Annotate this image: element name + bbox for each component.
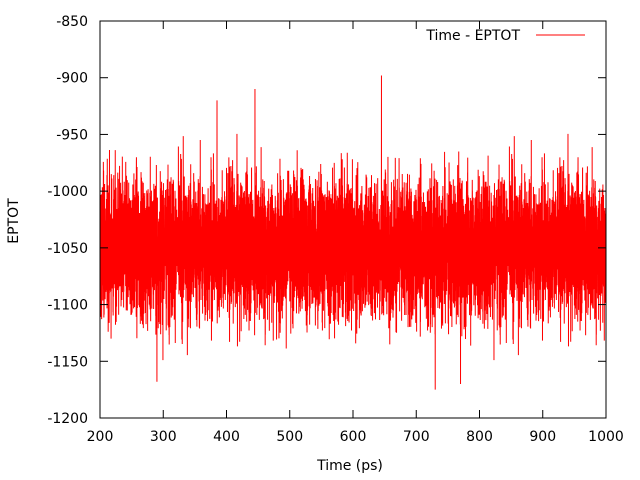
legend-label: Time - EPTOT bbox=[425, 28, 520, 44]
y-tick-label: -1150 bbox=[47, 354, 88, 370]
x-tick-label: 600 bbox=[340, 429, 367, 445]
y-tick-label: -950 bbox=[56, 127, 88, 143]
legend: Time - EPTOT bbox=[425, 28, 585, 44]
y-tick-label: -1050 bbox=[47, 241, 88, 257]
y-tick-label: -900 bbox=[56, 71, 88, 87]
y-axis-label: EPTOT bbox=[6, 198, 22, 244]
x-axis-label: Time (ps) bbox=[316, 458, 383, 474]
x-tick-label: 900 bbox=[529, 429, 556, 445]
x-tick-label: 500 bbox=[276, 429, 303, 445]
x-tick-label: 200 bbox=[87, 429, 114, 445]
ticks-layer: 200 300 400 500 600 700 800 900 1000 -850 -900 -950… bbox=[47, 14, 624, 445]
y-tick-label: -1100 bbox=[47, 298, 88, 314]
data-layer bbox=[99, 75, 607, 390]
x-tick-label: 1000 bbox=[588, 429, 624, 445]
x-tick-label: 700 bbox=[403, 429, 430, 445]
series-line-eptot bbox=[99, 75, 607, 390]
y-tick-label: -1000 bbox=[47, 184, 88, 200]
x-tick-label: 400 bbox=[213, 429, 240, 445]
y-tick-label: -1200 bbox=[47, 411, 88, 427]
x-tick-label: 800 bbox=[466, 429, 493, 445]
y-tick-label: -850 bbox=[56, 14, 88, 30]
x-tick-label: 300 bbox=[150, 429, 177, 445]
